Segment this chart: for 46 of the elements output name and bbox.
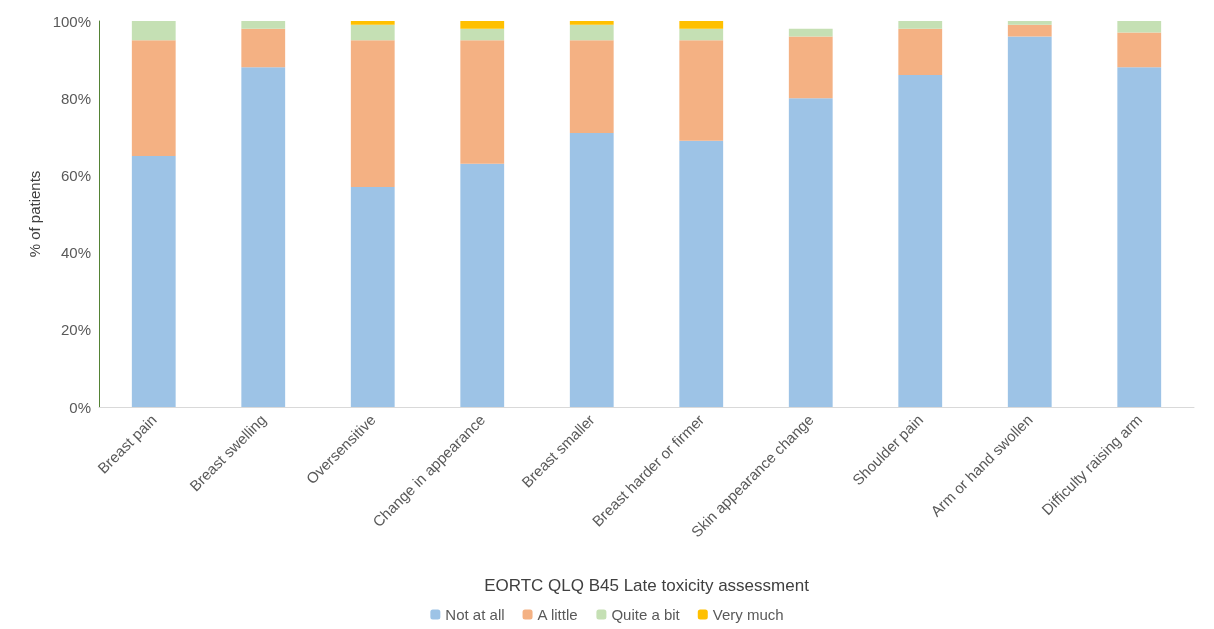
bar: [679, 40, 724, 141]
y-axis-title: % of patients: [25, 170, 43, 258]
bar: [898, 21, 943, 29]
bar: [788, 98, 833, 407]
bar: [350, 24, 395, 41]
bar: [241, 28, 286, 68]
bar: [1117, 67, 1162, 407]
bar: [460, 40, 505, 164]
bar: [350, 21, 395, 25]
x-axis-title: EORTC QLQ B45 Late toxicity assessment: [484, 576, 810, 595]
bar: [460, 163, 505, 407]
bar: [898, 75, 943, 407]
legend-label: A little: [537, 606, 578, 623]
bar: [788, 36, 833, 99]
bar: [460, 28, 505, 41]
bar: [131, 156, 176, 407]
legend-label: Not at all: [445, 606, 505, 623]
bar: [569, 24, 614, 41]
bar: [350, 186, 395, 407]
y-tick-label: 20%: [60, 321, 91, 339]
bar: [569, 21, 614, 25]
y-tick-label: 80%: [60, 89, 91, 107]
bar: [1117, 32, 1162, 68]
legend-label: Very much: [712, 606, 784, 623]
bar: [1007, 36, 1052, 407]
bar: [1117, 21, 1162, 33]
bar: [679, 140, 724, 407]
y-tick-label: 60%: [60, 166, 91, 184]
bar: [898, 28, 943, 76]
bar: [679, 21, 724, 29]
y-tick-label: 100%: [52, 12, 91, 30]
bar: [569, 40, 614, 133]
bar: [1007, 24, 1052, 37]
bar: [569, 132, 614, 407]
bar: [131, 40, 176, 157]
bar: [350, 40, 395, 187]
bar: [788, 28, 833, 37]
bar: [460, 21, 505, 29]
bar: [241, 67, 286, 407]
bar: [1007, 21, 1052, 25]
bar: [241, 21, 286, 29]
y-tick-label: 0%: [69, 398, 91, 416]
bar: [131, 21, 176, 41]
legend-label: Quite a bit: [611, 606, 681, 623]
y-tick-label: 40%: [60, 244, 91, 262]
bar: [679, 28, 724, 41]
